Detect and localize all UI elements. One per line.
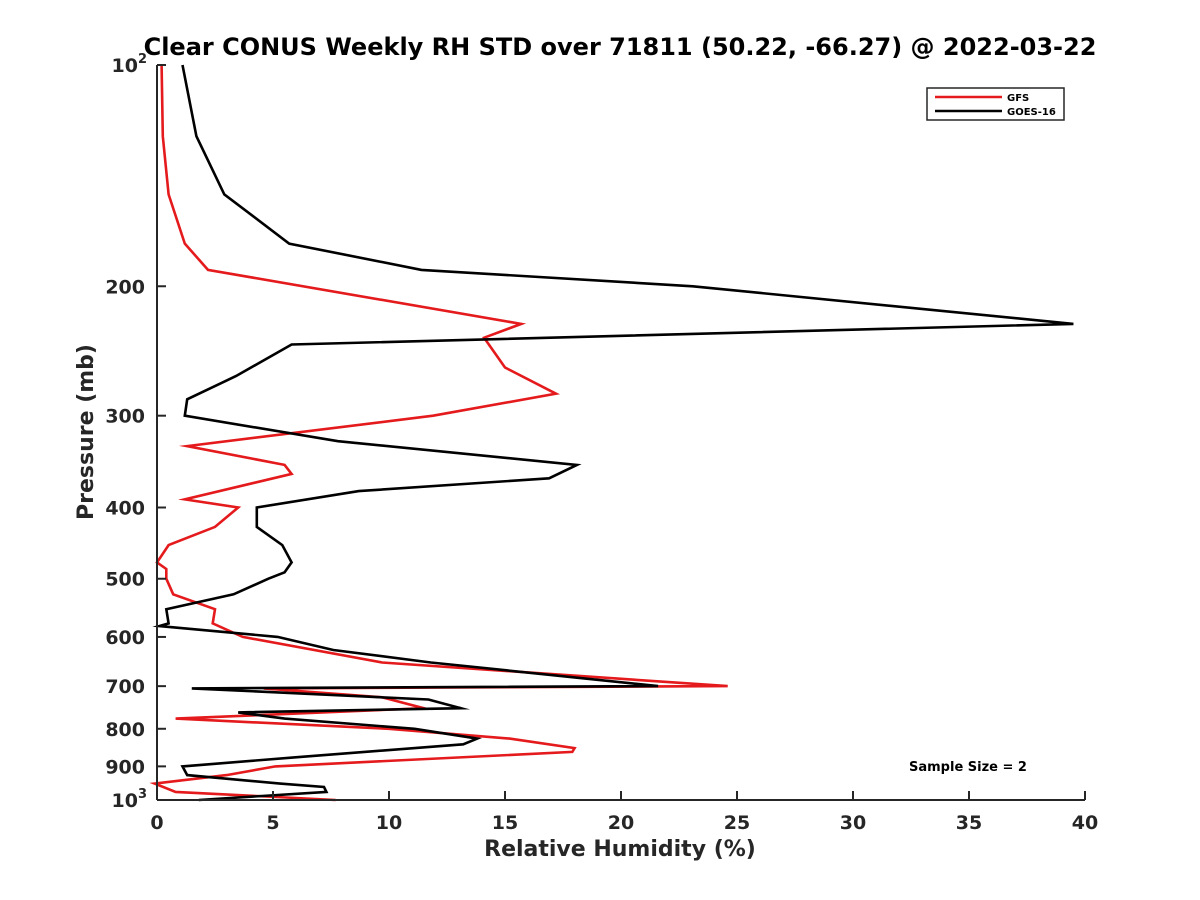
x-tick-label: 35 [956, 812, 982, 834]
y-tick-label: 400 [105, 498, 145, 520]
x-tick-label: 5 [266, 812, 279, 834]
x-tick-label: 10 [376, 812, 402, 834]
y-tick-label: 900 [105, 756, 145, 778]
series-line-gfs [149, 64, 728, 802]
legend-label-gfs: GFS [1007, 93, 1029, 104]
legend-label-goes16: GOES-16 [1007, 107, 1056, 118]
y-ticks: 200 300 400 500 600 700 800 900 102 103 [105, 52, 166, 812]
y-tick-label: 500 [105, 569, 145, 591]
plot-series [149, 64, 1074, 802]
legend-box [926, 87, 1065, 121]
y-tick-label: 600 [105, 627, 145, 649]
y-tick-label: 300 [105, 406, 145, 428]
chart-title: Clear CONUS Weekly RH STD over 71811 (50… [144, 33, 1097, 61]
x-axis-label: Relative Humidity (%) [484, 837, 756, 862]
y-tick-label: 200 [105, 276, 145, 298]
sample-size-annotation: Sample Size = 2 [909, 760, 1027, 775]
x-tick-label: 40 [1072, 812, 1098, 834]
axes: 0 5 10 15 20 25 30 35 40 200 300 400 500 600 700 800 90… [105, 52, 1098, 834]
x-tick-label: 30 [840, 812, 866, 834]
x-tick-label: 20 [608, 812, 634, 834]
x-tick-label: 15 [492, 812, 518, 834]
x-tick-label: 0 [150, 812, 163, 834]
y-tick-label: 700 [105, 676, 145, 698]
y-tick-label: 800 [105, 719, 145, 741]
x-tick-label: 25 [724, 812, 750, 834]
legend: GFS GOES-16 [926, 87, 1065, 121]
x-ticks: 0 5 10 15 20 25 30 35 40 [150, 791, 1098, 834]
y-tick-label-power: 102 [112, 52, 148, 77]
y-tick-label-power: 103 [112, 787, 148, 812]
series-line-goes16 [152, 64, 1074, 802]
y-axis-label: Pressure (mb) [74, 344, 99, 520]
